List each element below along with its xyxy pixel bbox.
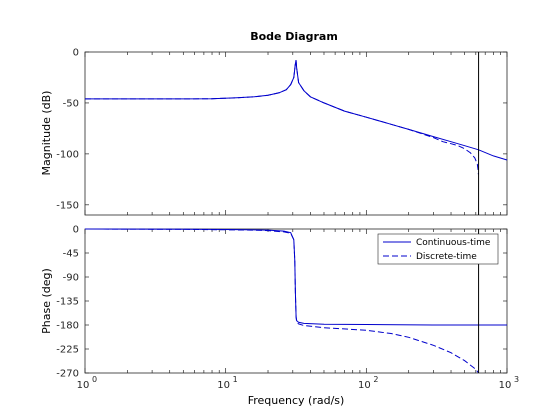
phase-y-tick-label: -135 xyxy=(56,297,79,308)
legend-label-discrete: Discrete-time xyxy=(416,252,477,262)
phase-y-tick-label: -270 xyxy=(56,369,79,380)
x-tick-label: 10 xyxy=(77,380,90,391)
x-tick-label: 10 xyxy=(217,380,230,391)
x-tick-exponent: 3 xyxy=(514,375,519,384)
legend: Continuous-time Discrete-time xyxy=(377,233,499,265)
magnitude-axes xyxy=(84,51,508,216)
magnitude-series-discrete-time xyxy=(85,60,479,175)
magnitude-series-continuous-time xyxy=(85,60,508,161)
x-tick-label: 10 xyxy=(358,380,371,391)
phase-y-tick-label: 0 xyxy=(73,225,79,236)
x-tick-label: 10 xyxy=(499,380,512,391)
phase-y-tick-label: -180 xyxy=(56,321,79,332)
phase-series-discrete-time xyxy=(84,228,479,374)
phase-x-ticks xyxy=(84,229,508,373)
phase-y-tick-label: -225 xyxy=(56,345,79,356)
phase-panel: 0 -45 -90 -135 -180 -225 -270 Phase (deg) xyxy=(40,225,508,380)
magnitude-y-tick-label: 0 xyxy=(73,48,79,59)
phase-y-label: Phase (deg) xyxy=(40,268,53,334)
phase-y-tick-label: -45 xyxy=(63,249,79,260)
x-tick-exponent: 1 xyxy=(233,375,238,384)
x-tick-exponent: 2 xyxy=(373,375,378,384)
magnitude-y-tick-label: -150 xyxy=(56,200,79,211)
magnitude-y-tick-label: -50 xyxy=(63,98,79,109)
x-axis-label: Frequency (rad/s) xyxy=(248,394,345,407)
legend-label-continuous: Continuous-time xyxy=(416,238,491,248)
chart-title: Bode Diagram xyxy=(250,30,338,43)
magnitude-y-ticks: 0 -50 -100 -150 xyxy=(56,48,507,211)
magnitude-y-label: Magnitude (dB) xyxy=(40,91,53,176)
magnitude-y-tick-label: -100 xyxy=(56,149,79,160)
phase-y-tick-label: -90 xyxy=(63,273,79,284)
x-tick-exponent: 0 xyxy=(92,375,97,384)
magnitude-series xyxy=(85,52,508,215)
legend-box xyxy=(377,233,499,265)
magnitude-panel: 0 -50 -100 -150 Magnitude (dB) xyxy=(40,48,508,216)
magnitude-x-ticks xyxy=(84,52,508,215)
